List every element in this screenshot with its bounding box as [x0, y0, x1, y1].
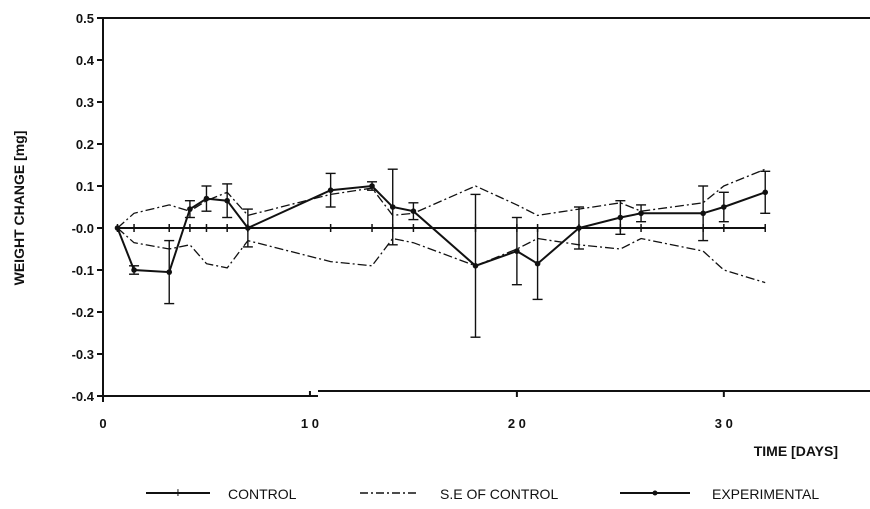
y-axis-title: WEIGHT CHANGE [mg] [11, 131, 27, 286]
x-tick-label: 3 0 [715, 416, 733, 431]
y-tick-label: -0.1 [72, 263, 94, 278]
series-s-e-of-control [117, 227, 766, 284]
legend-item-se-control: S.E OF CONTROL [360, 486, 558, 502]
legend-item-experimental: EXPERIMENTAL [620, 486, 819, 502]
series-line-s-e-of-control [117, 168, 766, 229]
y-tick-label: 0.4 [76, 53, 95, 68]
legend-cross-mark: + [174, 484, 182, 500]
y-tick-label: 0.2 [76, 137, 94, 152]
series-layer [114, 168, 771, 338]
series-control [116, 224, 766, 232]
legend-bullet-mark [652, 490, 658, 496]
axis-ticks: 0.5 0.4 0.3 0.2 0.1 -0.0 -0.1 -0.2 -0.3 -0.4 0 1 0 2… [72, 11, 733, 431]
legend: + CONTROL S.E OF CONTROL EXPERIMENTAL [146, 484, 819, 502]
data-point-experimental [114, 225, 121, 231]
legend-item-control: + CONTROL [146, 484, 297, 502]
y-tick-label: 0.3 [76, 95, 94, 110]
plot-frame [102, 17, 870, 397]
series-s-e-of-control [117, 168, 766, 229]
x-tick-label: 0 [99, 416, 106, 431]
series-experimental [114, 168, 771, 338]
series-line-s-e-of-control [117, 227, 766, 284]
y-tick-label: -0.3 [72, 347, 94, 362]
y-tick-label: 0.1 [76, 179, 94, 194]
legend-label-se-control: S.E OF CONTROL [440, 486, 558, 502]
x-axis-title: TIME [DAYS] [754, 443, 838, 459]
y-tick-label: 0.5 [76, 11, 94, 26]
x-tick-label: 2 0 [508, 416, 526, 431]
x-tick-label: 1 0 [301, 416, 319, 431]
y-tick-label: -0.4 [72, 389, 95, 404]
legend-label-experimental: EXPERIMENTAL [712, 486, 819, 502]
y-tick-label: -0.2 [72, 305, 94, 320]
y-tick-label: -0.0 [72, 221, 94, 236]
series-line-experimental [116, 184, 766, 274]
legend-label-control: CONTROL [228, 486, 297, 502]
